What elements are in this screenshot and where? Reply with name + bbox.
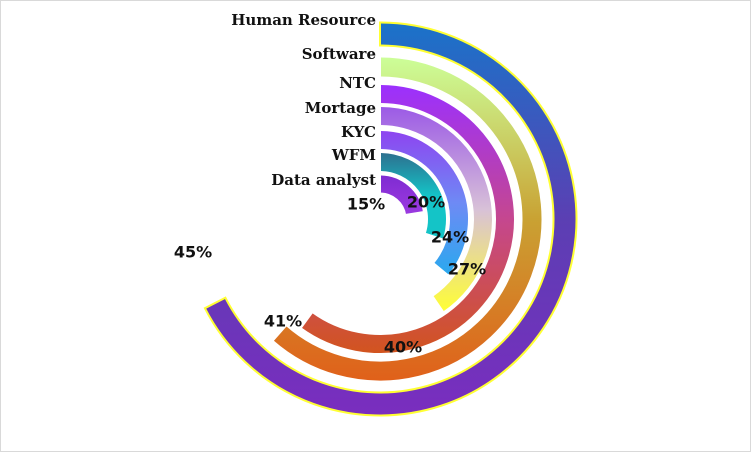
category-label-human-resource: Human Resource — [231, 11, 376, 29]
bar-data-analyst — [379, 173, 426, 217]
bar-ntc — [299, 82, 516, 355]
value-label-mortage: 27% — [448, 260, 486, 279]
value-label-kyc: 24% — [431, 228, 469, 247]
value-label-wfm: 20% — [407, 193, 445, 212]
bar-human-resource — [203, 21, 578, 417]
category-label-ntc: NTC — [339, 74, 376, 92]
category-label-data-analyst: Data analyst — [271, 171, 376, 189]
value-label-data-analyst: 15% — [347, 195, 385, 214]
bar-software — [271, 55, 544, 383]
category-label-mortage: Mortage — [305, 99, 376, 117]
value-label-human-resource: 45% — [174, 243, 212, 262]
bar-wfm — [379, 150, 448, 241]
category-label-kyc: KYC — [341, 123, 376, 141]
value-label-ntc: 40% — [384, 338, 422, 357]
value-label-software: 41% — [264, 312, 302, 331]
category-label-wfm: WFM — [331, 146, 376, 164]
bar-mortage — [379, 104, 494, 314]
bar-kyc — [379, 128, 470, 278]
category-label-software: Software — [302, 45, 376, 63]
